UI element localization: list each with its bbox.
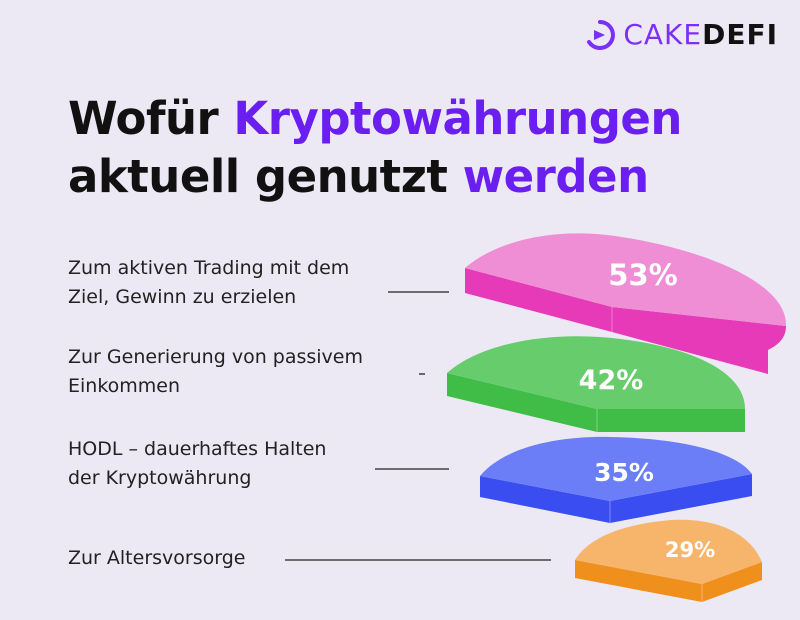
value-label-passive-income: 42% <box>579 365 644 396</box>
slice-retirement-front <box>702 562 762 602</box>
slice-hodl-side <box>480 476 610 523</box>
brand-logo: CAKEDEFI <box>585 18 778 51</box>
slice-retirement <box>575 519 762 602</box>
category-label-hodl: HODL – dauerhaftes Halten der Kryptowähr… <box>68 438 327 489</box>
title-line-2-plain: aktuell genutzt <box>68 150 463 203</box>
title-line-1-accent: Kryptowährungen <box>233 92 682 145</box>
brand-wordmark: CAKEDEFI <box>623 18 778 51</box>
slice-trading <box>465 233 787 374</box>
slice-retirement-side <box>575 560 702 602</box>
slice-passive-income-top <box>447 336 745 409</box>
value-label-hodl: 35% <box>594 458 654 487</box>
cake-defi-logo-icon <box>587 19 616 50</box>
category-label-trading: Zum aktiven Trading mit dem Ziel, Gewinn… <box>68 257 350 308</box>
brand-defi: DEFI <box>702 18 778 51</box>
value-label-retirement: 29% <box>665 538 715 562</box>
category-label-retirement: Zur Altersvorsorge <box>68 547 246 569</box>
slice-trading-side <box>465 268 612 332</box>
title-line-1: Wofür Kryptowährungen <box>68 90 682 148</box>
slice-passive-income-front <box>597 409 745 432</box>
slice-trading-front <box>612 307 786 374</box>
brand-cake: CAKE <box>623 18 703 51</box>
title-line-2-accent: werden <box>462 150 650 203</box>
slice-hodl-front <box>610 474 752 523</box>
title-line-1-plain: Wofür <box>68 92 234 145</box>
page-title: Wofür Kryptowährungen aktuell genutzt we… <box>68 90 682 206</box>
value-label-trading: 53% <box>608 258 677 292</box>
slice-passive-income <box>447 336 745 432</box>
category-label-passive-income: Zur Generierung von passivem Einkommen <box>68 346 364 397</box>
title-line-2: aktuell genutzt werden <box>68 148 682 206</box>
slice-retirement-top <box>575 519 762 584</box>
slice-hodl <box>480 436 752 523</box>
slice-hodl-top <box>480 436 752 501</box>
slice-passive-income-side <box>447 373 597 432</box>
slice-trading-top <box>465 233 787 326</box>
